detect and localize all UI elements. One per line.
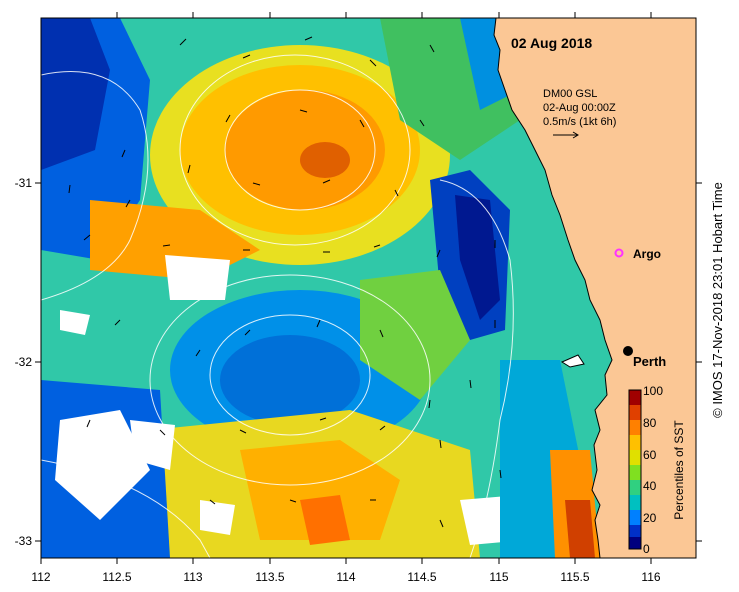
y-tick-label: -31 xyxy=(15,176,33,190)
x-tick-label: 114 xyxy=(336,570,355,584)
credit-text: © IMOS 17-Nov-2018 23:01 Hobart Time xyxy=(710,182,725,418)
vector-scale-arrow xyxy=(553,131,579,139)
colorbar-label: Percentiles of SST xyxy=(672,420,686,520)
argo-label: Argo xyxy=(633,247,661,261)
colorbar-ticks: 100 80 60 40 20 0 xyxy=(643,384,663,556)
perth-label: Perth xyxy=(633,354,666,369)
colorbar xyxy=(628,389,642,550)
colorbar-tick: 80 xyxy=(643,416,657,430)
x-tick-label: 116 xyxy=(641,570,660,584)
sst-field xyxy=(41,18,696,558)
colorbar-tick: 100 xyxy=(643,384,663,398)
perth-marker xyxy=(623,346,633,356)
land-mass xyxy=(493,18,696,558)
y-axis-labels: -31 -32 -33 xyxy=(15,176,33,548)
y-tick-label: -32 xyxy=(15,355,33,369)
rottnest-island xyxy=(560,354,585,368)
x-tick-label: 113.5 xyxy=(255,570,284,584)
time-label: 02-Aug 00:00Z xyxy=(543,102,616,114)
date-label: 02 Aug 2018 xyxy=(511,35,592,51)
x-tick-label: 112.5 xyxy=(102,570,131,584)
colorbar-tick: 60 xyxy=(643,448,657,462)
map-frame xyxy=(40,17,697,559)
colorbar-tick: 20 xyxy=(643,511,657,525)
vector-scale-label: 0.5m/s (1kt 6h) xyxy=(543,116,616,128)
colorbar-tick: 40 xyxy=(643,479,657,493)
x-tick-label: 114.5 xyxy=(407,570,436,584)
argo-marker xyxy=(614,248,624,258)
x-axis-labels: 112 112.5 113 113.5 114 114.5 115 115.5 … xyxy=(31,570,660,584)
x-tick-label: 113 xyxy=(183,570,202,584)
x-tick-label: 115 xyxy=(489,570,508,584)
colorbar-tick: 0 xyxy=(643,542,650,556)
model-label: DM00 GSL xyxy=(543,88,597,100)
axis-ticks xyxy=(35,12,702,564)
x-tick-label: 112 xyxy=(31,570,50,584)
y-tick-label: -33 xyxy=(15,534,33,548)
x-tick-label: 115.5 xyxy=(560,570,589,584)
